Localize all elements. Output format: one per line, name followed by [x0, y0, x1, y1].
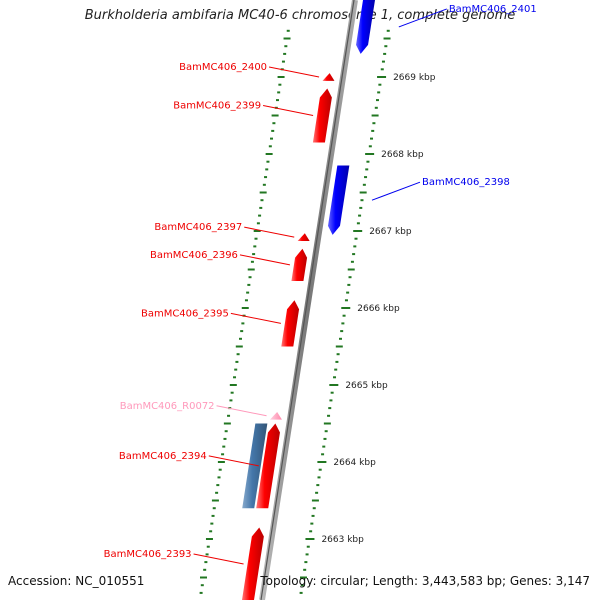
- scale-label: 2669 kbp: [393, 73, 436, 83]
- gene-label: BamMC406_R0072: [120, 401, 215, 412]
- gene-arrow: [322, 73, 335, 81]
- gene-label: BamMC406_2401: [449, 4, 537, 15]
- topology-label: Topology: circular; Length: 3,443,583 bp…: [260, 574, 590, 588]
- gene-label-leader: [398, 8, 447, 28]
- scale-label: 2668 kbp: [381, 150, 424, 160]
- gene-arrow: [269, 411, 282, 420]
- gene-label: BamMC406_2395: [141, 308, 229, 319]
- gene-label-leader: [268, 66, 320, 78]
- gene-arrow: [242, 423, 268, 509]
- gene-arrow: [356, 0, 375, 54]
- gene-label-leader: [216, 405, 267, 417]
- gene-label: BamMC406_2393: [104, 549, 192, 560]
- gene-label-leader: [371, 181, 421, 201]
- scale-label: 2663 kbp: [321, 535, 364, 545]
- gene-label-leader: [208, 455, 259, 467]
- backbone-line: [259, 0, 358, 600]
- gene-arrow: [327, 165, 350, 235]
- gene-label-leader: [230, 312, 281, 324]
- map-title: Burkholderia ambifaria MC40-6 chromosome…: [84, 8, 516, 23]
- gene-arrow: [297, 233, 310, 242]
- gene-label: BamMC406_2396: [150, 250, 238, 261]
- accession-label: Accession: NC_010551: [8, 574, 145, 588]
- gene-arrow: [312, 88, 332, 143]
- gene-label-leader: [239, 254, 291, 266]
- gene-label-leader: [244, 226, 295, 238]
- backbone-core: [260, 0, 355, 600]
- gene-arrow: [241, 527, 264, 600]
- gene-arrow: [281, 300, 300, 347]
- scale-label: 2666 kbp: [357, 304, 400, 314]
- gene-arrow: [256, 423, 280, 509]
- gene-label: BamMC406_2398: [422, 177, 510, 188]
- gene-label-leader: [193, 553, 244, 565]
- gene-arrow: [291, 248, 308, 282]
- gene-label: BamMC406_2394: [119, 451, 207, 462]
- gene-label: BamMC406_2400: [179, 62, 267, 73]
- gene-label-leader: [262, 105, 314, 116]
- scale-label: 2665 kbp: [345, 381, 388, 391]
- gene-label: BamMC406_2399: [173, 101, 261, 112]
- scale-label: 2667 kbp: [369, 227, 412, 237]
- gene-label: BamMC406_2397: [154, 222, 242, 233]
- scale-label: 2664 kbp: [333, 458, 376, 468]
